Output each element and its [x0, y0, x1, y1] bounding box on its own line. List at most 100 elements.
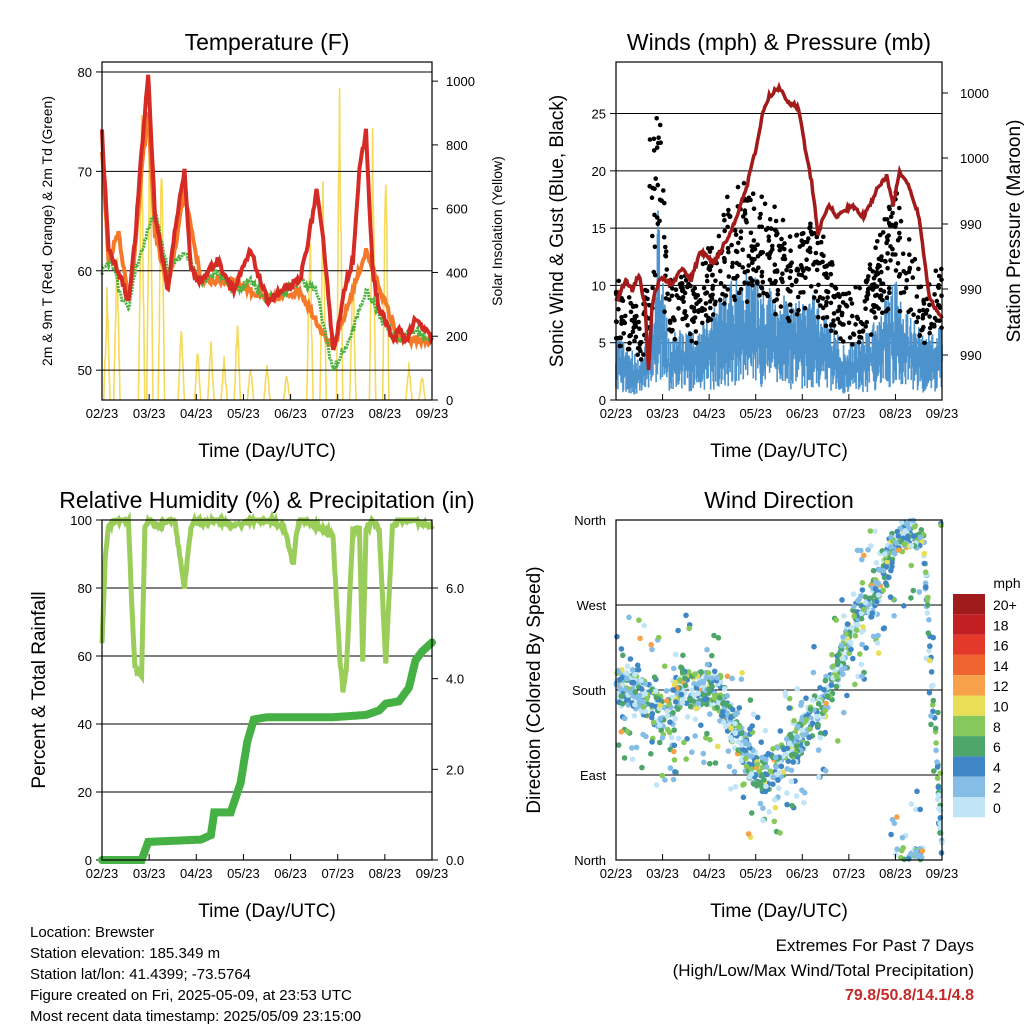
direction-point: [691, 692, 698, 698]
direction-point: [695, 681, 702, 688]
direction-point: [822, 708, 828, 714]
direction-point: [789, 802, 795, 809]
gust-point: [744, 219, 749, 225]
direction-point: [799, 727, 805, 734]
direction-point: [620, 652, 626, 659]
direction-point: [899, 847, 905, 854]
direction-point: [833, 617, 839, 623]
direction-point: [728, 786, 734, 792]
direction-point: [850, 591, 857, 597]
gust-point: [936, 273, 942, 279]
gust-point: [846, 290, 852, 296]
direction-point: [759, 764, 766, 771]
direction-point: [775, 785, 782, 792]
gust-point: [751, 267, 756, 272]
gust-point: [773, 311, 778, 317]
gust-point: [652, 272, 658, 278]
gust-point: [875, 239, 880, 244]
gust-point: [815, 314, 821, 320]
direction-point: [844, 621, 851, 627]
legend-swatch: [953, 797, 985, 818]
direction-point: [803, 695, 809, 701]
x-axis-label: Time (Day/UTC): [198, 441, 336, 462]
created-text: Figure created on Fri, 2025-05-09, at 23…: [30, 987, 352, 1004]
solar-spike: [404, 362, 413, 401]
gust-point: [726, 207, 731, 213]
gust-point: [618, 343, 623, 349]
chart-title: Relative Humidity (%) & Precipitation (i…: [59, 487, 474, 513]
gust-point: [768, 226, 774, 231]
direction-point: [672, 715, 678, 722]
gust-point: [767, 217, 773, 222]
gust-point: [897, 308, 903, 314]
x-tick-label: 04/23: [180, 406, 213, 421]
gust-point: [748, 230, 754, 236]
gust-point: [663, 253, 669, 259]
direction-point: [721, 686, 728, 692]
direction-point: [861, 606, 867, 613]
direction-point: [856, 596, 862, 603]
legend-label: 12: [993, 678, 1009, 694]
direction-point: [649, 702, 655, 709]
direction-point: [640, 698, 647, 705]
direction-point: [622, 715, 628, 722]
direction-point: [743, 763, 750, 769]
gust-point: [679, 296, 684, 302]
gust-point: [917, 332, 922, 338]
direction-point: [762, 788, 769, 795]
gust-point: [884, 308, 889, 314]
gust-point: [696, 309, 701, 315]
x-tick-label: 05/23: [739, 866, 772, 881]
gust-point: [757, 224, 762, 230]
direction-point: [641, 622, 647, 629]
gust-point: [709, 245, 715, 251]
gust-point: [630, 329, 636, 335]
gust-point: [882, 217, 887, 222]
gust-point: [831, 311, 837, 316]
y-axis-label: 2m & 9m T (Red, Orange) & 2m Td (Green): [39, 96, 55, 366]
extremes-title: Extremes For Past 7 Days: [775, 936, 974, 955]
gust-point: [722, 217, 727, 223]
gust-point: [755, 281, 760, 286]
direction-point: [875, 592, 882, 598]
direction-point: [934, 775, 941, 781]
gust-point: [877, 232, 883, 238]
direction-point: [794, 686, 801, 692]
direction-point: [632, 689, 639, 695]
direction-point: [772, 804, 779, 811]
direction-point: [784, 766, 790, 772]
direction-point: [621, 755, 628, 761]
gust-point: [650, 285, 655, 291]
gust-point: [750, 278, 755, 284]
gust-point: [851, 331, 856, 337]
gust-point: [821, 234, 826, 240]
gust-point: [878, 293, 884, 298]
gust-point: [804, 257, 809, 263]
direction-point: [704, 646, 710, 653]
direction-point: [758, 739, 764, 745]
gust-point: [814, 267, 820, 273]
gust-point: [825, 295, 830, 300]
direction-point: [863, 645, 869, 651]
direction-points: [613, 517, 945, 863]
extremes-block: Extremes For Past 7 Days (High/Low/Max W…: [673, 933, 974, 1008]
direction-point: [854, 547, 861, 554]
direction-point: [865, 547, 871, 553]
gust-point: [890, 252, 895, 257]
direction-point: [740, 782, 746, 788]
gust-point: [866, 274, 871, 279]
gust-point: [623, 313, 628, 319]
y2-axis-label: Station Pressure (Maroon): [1004, 120, 1024, 343]
gust-point: [703, 301, 709, 306]
gust-point: [823, 323, 829, 329]
direction-point: [894, 814, 900, 820]
gust-point: [927, 325, 933, 331]
direction-point: [894, 528, 900, 535]
direction-point: [711, 632, 717, 639]
gust-point: [692, 308, 697, 314]
gust-point: [726, 249, 731, 255]
gust-point: [793, 279, 799, 284]
direction-point: [757, 779, 764, 785]
direction-point: [785, 758, 792, 764]
